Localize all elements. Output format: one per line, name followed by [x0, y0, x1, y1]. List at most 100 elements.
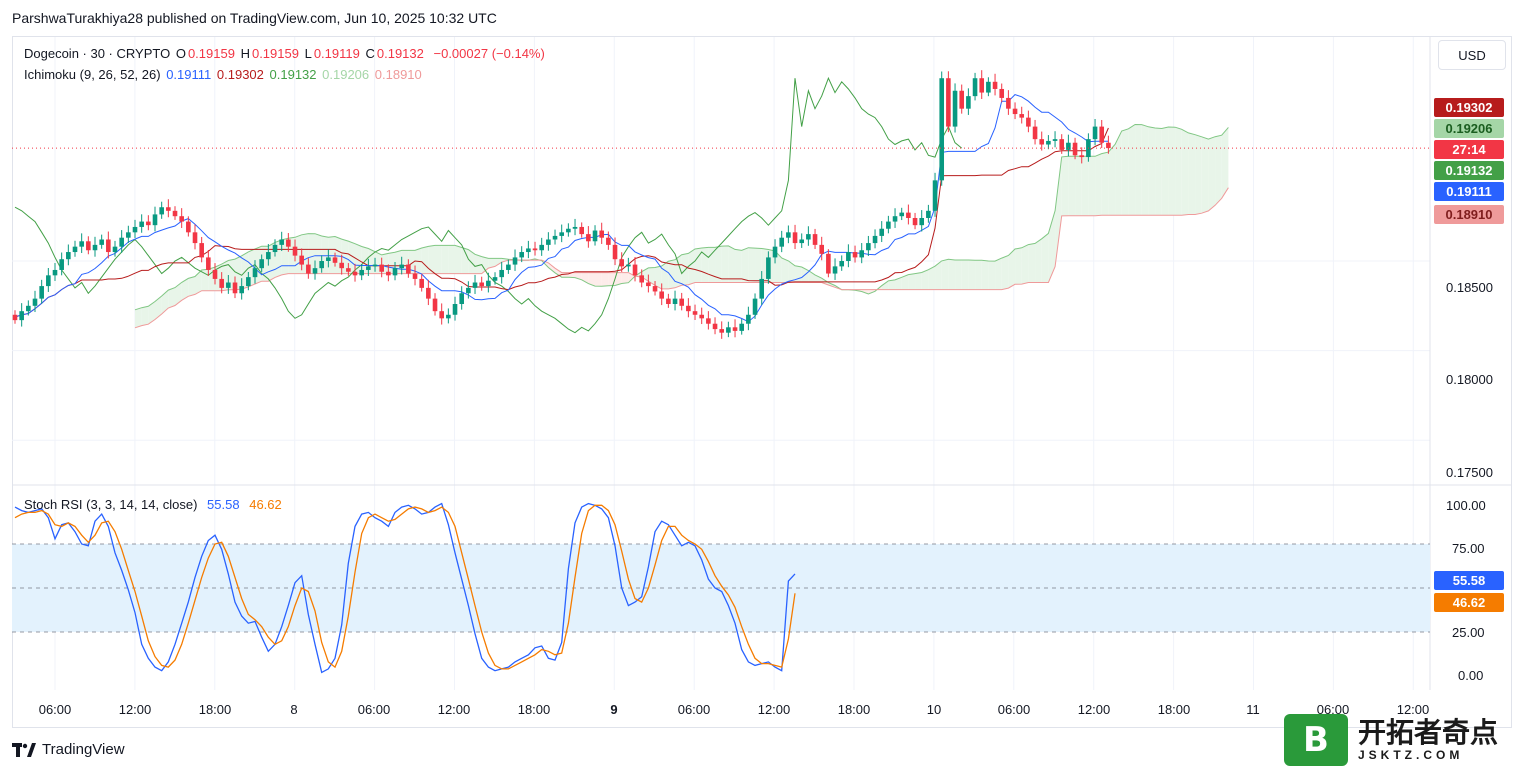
stoch-d-value: 46.62	[249, 497, 282, 512]
ichimoku-cloud-segment	[1021, 244, 1029, 285]
chikou-value: 0.19132	[269, 67, 317, 82]
candle-body	[1059, 139, 1065, 150]
candle-body	[859, 250, 865, 258]
tenkan-value: 0.19111	[166, 67, 212, 82]
candle-body	[586, 234, 591, 242]
countdown-badge: 27:14	[1434, 140, 1504, 159]
candle-body	[512, 257, 518, 265]
candle-body	[979, 78, 985, 93]
candle-body	[899, 212, 905, 217]
candle-body	[1006, 97, 1011, 109]
tenkan-price-badge: 0.19111	[1434, 182, 1504, 201]
ichimoku-cloud-segment	[1168, 126, 1176, 216]
stoch-k-badge: 55.58	[1434, 571, 1504, 590]
ichimoku-cloud-segment	[788, 260, 796, 283]
candle-body	[479, 282, 484, 287]
stoch-legend[interactable]: Stoch RSI (3, 3, 14, 14, close) 55.58 46…	[24, 497, 284, 512]
ichimoku-cloud-segment	[1055, 156, 1062, 267]
ichimoku-cloud-segment	[728, 245, 736, 283]
candle-body	[306, 264, 311, 274]
ichimoku-cloud-segment	[468, 249, 476, 274]
ichimoku-cloud-segment	[1148, 126, 1156, 216]
time-label: 06:00	[997, 702, 1031, 717]
ichimoku-legend[interactable]: Ichimoku (9, 26, 52, 26) 0.19111 0.19302…	[24, 67, 424, 82]
ichimoku-cloud-segment	[695, 247, 702, 283]
candle-body	[1019, 114, 1025, 118]
candle-body	[346, 268, 351, 272]
currency-button[interactable]: USD	[1438, 40, 1506, 70]
candle-body	[1079, 155, 1085, 158]
candle-body	[892, 216, 898, 222]
candle-body	[226, 282, 231, 288]
ichimoku-cloud-segment	[328, 236, 336, 274]
candle-body	[19, 311, 24, 321]
ichimoku-cloud-segment	[348, 241, 356, 274]
span-a-value: 0.19206	[322, 67, 370, 82]
ichimoku-cloud-segment	[1121, 128, 1129, 216]
time-label: 12:00	[757, 702, 791, 717]
time-label: 11	[1246, 702, 1260, 717]
candle-body	[872, 235, 878, 244]
span-b-value: 0.18910	[374, 67, 422, 82]
low-label: L	[304, 46, 312, 61]
ichimoku-cloud-segment	[1095, 153, 1102, 216]
ichimoku-cloud-segment	[995, 258, 1002, 290]
price-tick-0: 0.18500	[1446, 280, 1493, 295]
candle-body	[352, 271, 358, 276]
ichimoku-cloud-segment	[1201, 136, 1209, 214]
candle-body	[706, 318, 711, 324]
ichimoku-cloud-segment	[561, 272, 569, 278]
candle-body	[132, 226, 138, 233]
candle-body	[252, 268, 258, 278]
candle-body	[1066, 142, 1071, 150]
ichimoku-cloud-segment	[421, 246, 429, 274]
ichimoku-cloud-segment	[1075, 156, 1082, 216]
candle-body	[1046, 140, 1051, 145]
candle-body	[199, 243, 204, 258]
close-label: C	[365, 46, 375, 61]
candle-body	[999, 88, 1005, 98]
candle-body	[39, 286, 44, 299]
candle-body	[526, 248, 531, 253]
candle-body	[372, 264, 378, 267]
candle-body	[599, 230, 604, 238]
watermark-title: 开拓者奇点	[1358, 715, 1499, 749]
ichimoku-cloud-segment	[455, 245, 462, 274]
candle-body	[612, 244, 618, 260]
ichimoku-cloud-segment	[461, 247, 469, 274]
candle-body	[486, 280, 491, 287]
ichimoku-cloud-segment	[668, 259, 676, 289]
candle-body	[572, 226, 578, 229]
candle-body	[259, 259, 264, 269]
time-label: 18:00	[1157, 702, 1191, 717]
candle-body	[972, 78, 978, 97]
ichimoku-cloud-segment	[415, 248, 422, 274]
candle-body	[292, 246, 298, 256]
candle-body	[366, 266, 371, 270]
tradingview-icon	[12, 742, 36, 757]
ichimoku-cloud-segment	[921, 269, 929, 290]
candle-body	[546, 239, 551, 245]
candle-body	[726, 327, 731, 333]
candle-body	[832, 266, 838, 274]
tradingview-logo[interactable]: TradingView	[12, 741, 125, 758]
ichimoku-cloud-segment	[648, 267, 656, 286]
ichimoku-cloud-segment	[655, 266, 662, 289]
candle-body	[786, 232, 791, 238]
ichimoku-cloud-segment	[915, 272, 922, 290]
time-label: 18:00	[837, 702, 871, 717]
ichimoku-cloud-segment	[548, 262, 556, 273]
candle-body	[952, 90, 958, 127]
candle-body	[626, 264, 631, 267]
candle-body	[386, 271, 391, 276]
candle-body	[66, 252, 71, 260]
ichimoku-cloud-segment	[715, 246, 722, 283]
candle-body	[772, 246, 778, 258]
symbol-label[interactable]: Dogecoin · 30 · CRYPTO	[24, 46, 171, 61]
candle-body	[1012, 108, 1018, 115]
candle-body	[719, 329, 725, 333]
ichimoku-cloud-segment	[1088, 156, 1096, 216]
ichimoku-cloud-segment	[1221, 127, 1229, 199]
kijun-value: 0.19302	[216, 67, 264, 82]
